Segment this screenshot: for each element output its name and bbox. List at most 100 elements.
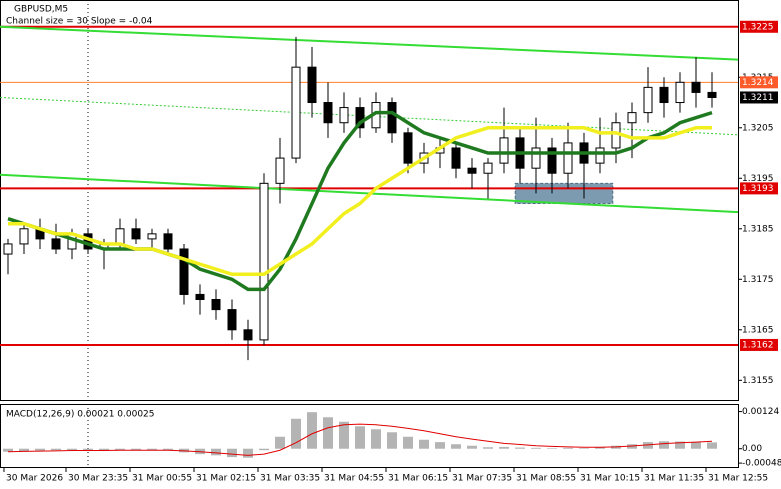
macd-bar xyxy=(563,447,573,449)
macd-bar xyxy=(323,417,333,449)
macd-bar xyxy=(691,441,701,449)
x-tick-label: 31 Mar 12:55 xyxy=(708,474,768,484)
macd-bar xyxy=(499,446,509,449)
y-tick-label: 1.3155 xyxy=(742,376,774,386)
level-label: 1.3214 xyxy=(742,78,774,88)
candle-body xyxy=(115,228,125,245)
macd-bar xyxy=(51,448,61,451)
y-tick-label: 1.3185 xyxy=(742,224,774,234)
candle-body xyxy=(483,162,493,174)
macd-bar xyxy=(355,426,365,449)
candle-body xyxy=(451,147,461,169)
candle-body xyxy=(403,132,413,164)
macd-bar xyxy=(35,448,45,451)
macd-bar xyxy=(387,432,397,449)
candle-body xyxy=(339,107,349,124)
macd-bar xyxy=(243,448,253,458)
y-tick-label: -0.00048 xyxy=(742,459,781,469)
macd-title: MACD(12,26,9) 0.00021 0.00025 xyxy=(6,410,155,420)
macd-bar xyxy=(275,436,285,449)
candle-body xyxy=(467,167,477,174)
candle-body xyxy=(499,137,509,164)
x-tick-label: 31 Mar 10:15 xyxy=(580,474,640,484)
macd-bar xyxy=(659,441,669,449)
macd-bar xyxy=(595,447,605,449)
candle-body xyxy=(675,81,685,104)
y-tick-label: 1.3175 xyxy=(742,275,774,285)
chart-title: GBPUSD,M5 xyxy=(14,5,68,15)
x-tick-label: 31 Mar 08:55 xyxy=(516,474,576,484)
candle-body xyxy=(275,157,285,184)
macd-frame xyxy=(0,404,739,468)
candle-body xyxy=(323,102,333,124)
level-label-bg xyxy=(740,91,778,104)
macd-bar xyxy=(403,436,413,449)
moving-average xyxy=(7,110,713,292)
candle-body xyxy=(355,107,365,129)
x-tick-label: 31 Mar 11:35 xyxy=(644,474,704,484)
macd-bar xyxy=(227,448,237,458)
candle-body xyxy=(227,309,237,331)
plot-layer xyxy=(0,0,742,472)
macd-bar xyxy=(467,445,477,449)
y-tick-label: 1.3205 xyxy=(742,123,774,133)
candle-body xyxy=(211,298,221,311)
x-tick-label: 31 Mar 06:15 xyxy=(388,474,448,484)
candle-body xyxy=(627,112,637,124)
macd-bar xyxy=(531,447,541,449)
candle-body xyxy=(19,228,29,245)
macd-bar xyxy=(675,441,685,449)
level-label: 1.3162 xyxy=(742,340,774,350)
macd-bar xyxy=(99,448,109,451)
chart-subtitle: Channel size = 30 Slope = -0.04 xyxy=(6,17,153,27)
x-tick-label: 31 Mar 03:35 xyxy=(260,474,320,484)
macd-bar xyxy=(435,442,445,449)
x-tick-label: 31 Mar 02:15 xyxy=(196,474,256,484)
moving-average xyxy=(8,126,712,276)
candle-body xyxy=(243,329,253,341)
candle-body xyxy=(531,147,541,169)
candle-body xyxy=(259,182,269,341)
macd-bar xyxy=(19,448,29,452)
macd-bar xyxy=(707,442,717,449)
candle-body xyxy=(707,91,717,98)
x-tick-label: 31 Mar 04:55 xyxy=(324,474,384,484)
x-tick-label: 30 Mar 23:35 xyxy=(68,474,128,484)
macd-bar xyxy=(419,439,429,449)
macd-bar xyxy=(67,448,77,450)
macd-bar xyxy=(483,447,493,449)
y-tick-label: 1.3195 xyxy=(742,174,774,184)
macd-bar xyxy=(307,412,317,449)
candle-body xyxy=(691,81,701,93)
candle-body xyxy=(307,66,317,104)
candle-body xyxy=(51,238,61,250)
level-label-bg xyxy=(740,76,778,89)
macd-bar xyxy=(579,448,589,449)
macd-bar xyxy=(163,448,173,451)
price-frame xyxy=(0,0,739,401)
candle-body xyxy=(163,233,173,250)
macd-bar xyxy=(259,448,269,451)
y-tick-label: 0.00124 xyxy=(742,407,779,417)
macd-bar xyxy=(3,448,13,452)
macd-bar xyxy=(339,421,349,449)
y-tick-label: 0.00 xyxy=(742,444,762,454)
x-tick-label: 31 Mar 07:35 xyxy=(452,474,512,484)
macd-bar xyxy=(547,448,557,449)
candle-body xyxy=(387,102,397,134)
level-label-bg xyxy=(740,182,778,195)
macd-bar xyxy=(371,429,381,449)
signal-line xyxy=(7,423,713,456)
level-label: 1.3193 xyxy=(742,184,774,194)
macd-bar xyxy=(211,448,221,456)
level-label-bg xyxy=(740,338,778,351)
candle-body xyxy=(179,248,189,295)
macd-bar xyxy=(291,418,301,449)
level-label: 1.3225 xyxy=(742,22,774,32)
candle-body xyxy=(595,147,605,164)
candle-body xyxy=(147,233,157,240)
macd-bar xyxy=(131,448,141,450)
candle-body xyxy=(659,86,669,104)
label-layer: GBPUSD,M5 Channel size = 30 Slope = -0.0… xyxy=(6,5,781,484)
